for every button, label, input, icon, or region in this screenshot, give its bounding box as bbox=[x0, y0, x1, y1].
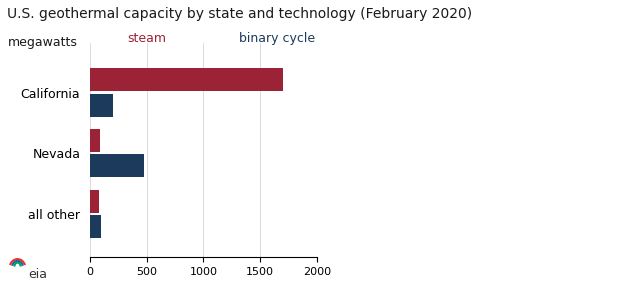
Text: binary cycle: binary cycle bbox=[239, 32, 315, 45]
Bar bbox=[90, 215, 101, 238]
Bar bbox=[90, 154, 145, 177]
Text: megawatts: megawatts bbox=[7, 36, 78, 49]
Text: steam: steam bbox=[127, 32, 166, 45]
Text: eia: eia bbox=[29, 268, 48, 281]
Bar bbox=[90, 68, 283, 91]
Bar bbox=[90, 94, 113, 117]
Bar bbox=[90, 129, 100, 152]
Bar bbox=[90, 190, 99, 212]
Text: U.S. geothermal capacity by state and technology (February 2020): U.S. geothermal capacity by state and te… bbox=[7, 7, 473, 21]
